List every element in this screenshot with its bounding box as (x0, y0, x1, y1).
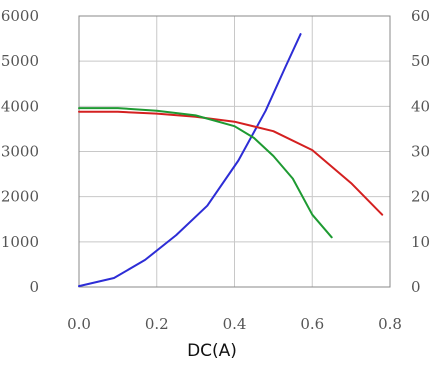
tick-labels: 0.0 0.2 0.4 0.6 0.8 0 1000 2000 3000 4000 5000 6000… (1, 7, 430, 333)
x-tick-label: 0.4 (223, 315, 247, 333)
y-left-tick-label: 2000 (1, 188, 39, 206)
y-left-tick-label: 6000 (1, 7, 39, 25)
plot-frame (78, 15, 391, 288)
y-right-tick-label: 40 (411, 97, 430, 115)
y-left-tick-label: 0 (29, 278, 39, 296)
y-right-tick-label: 30 (411, 143, 430, 161)
y-right-tick-label: 60 (411, 7, 430, 25)
grid (79, 16, 390, 287)
y-right-tick-label: 50 (411, 52, 430, 70)
x-tick-label: 0.6 (300, 315, 324, 333)
y-left-tick-label: 5000 (1, 52, 39, 70)
y-right-tick-label: 0 (411, 278, 421, 296)
x-tick-label: 0.0 (67, 315, 91, 333)
y-left-tick-label: 4000 (1, 97, 39, 115)
x-axis-label: DC(A) (187, 341, 237, 361)
y-left-tick-label: 1000 (1, 233, 39, 251)
y-right-tick-label: 10 (411, 233, 430, 251)
x-tick-label: 0.8 (378, 315, 402, 333)
x-tick-label: 0.2 (145, 315, 169, 333)
series-line-1 (78, 33, 302, 288)
y-left-tick-label: 3000 (1, 143, 39, 161)
series-group (78, 33, 384, 288)
y-right-tick-label: 20 (411, 188, 430, 206)
series-line-2 (78, 110, 384, 216)
series-line-3 (78, 107, 333, 239)
